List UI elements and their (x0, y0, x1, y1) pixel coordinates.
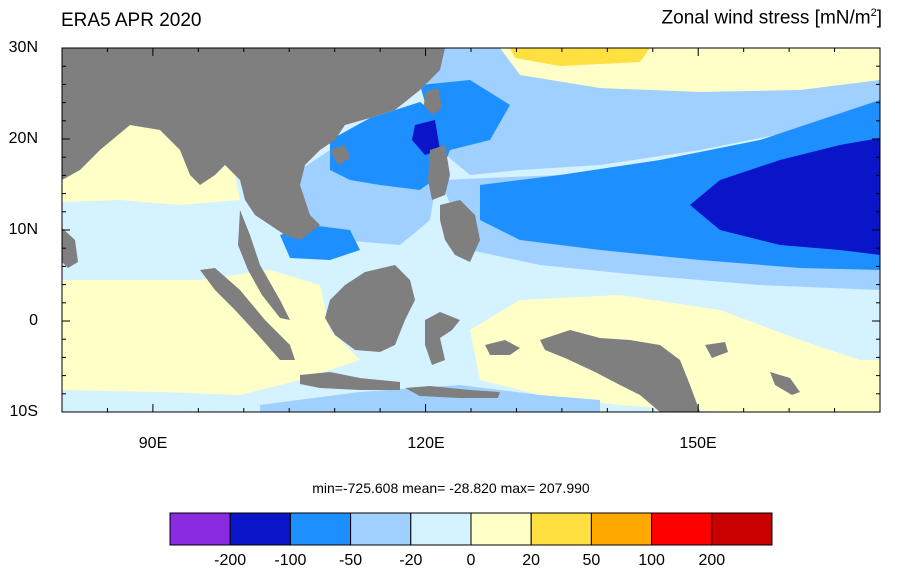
java-island (300, 372, 400, 390)
bismarck-islands (705, 342, 728, 358)
new-guinea-island (540, 330, 700, 412)
colorbar-label: 100 (638, 552, 665, 569)
lesser-sunda-islands (405, 386, 500, 398)
colorbar-swatch (470, 512, 532, 546)
strong-positive-stress-region-north (510, 48, 650, 66)
asia-mainland (62, 48, 445, 240)
lat-label-20n: 20N (8, 130, 38, 147)
colorbar-swatch (530, 512, 592, 546)
taiwan-island (424, 88, 442, 115)
positive-stress-region-south (62, 270, 360, 395)
map-title: ERA5 APR 2020 (61, 10, 202, 31)
lat-label-10n: 10N (8, 221, 38, 238)
colorbar-label: 50 (582, 552, 601, 569)
hainan-island (330, 145, 350, 165)
philippine-islands (440, 200, 480, 262)
lon-label-150e: 150E (679, 435, 717, 452)
colorbar-swatch (350, 512, 412, 546)
borneo-island (325, 265, 415, 352)
colorbar-label: 20 (522, 552, 541, 569)
colorbar-label: 200 (698, 552, 726, 569)
moluccas-islands (485, 340, 520, 355)
malay-peninsula (238, 210, 290, 320)
colorbar-swatch (711, 512, 773, 546)
lat-label-30n: 30N (8, 39, 38, 56)
solomon-islands (770, 372, 800, 395)
lon-label-120e: 120E (407, 435, 445, 452)
axis-ticks (61, 47, 881, 413)
colorbar-swatch (289, 512, 352, 546)
luzon-island (428, 145, 450, 200)
easterly-region-luzon (420, 80, 510, 150)
india-tip (62, 228, 78, 268)
colorbar-swatch (410, 512, 472, 546)
colorbar-label: -20 (399, 552, 423, 569)
lat-label-10s: 10S (9, 403, 38, 420)
colorbar-label: 0 (466, 552, 476, 569)
statistics-line: min=-725.608 mean= -28.820 max= 207.990 (312, 480, 590, 496)
weak-easterly-region-southsouth (260, 385, 600, 412)
sumatra-island (200, 268, 295, 360)
colorbar-swatch (651, 512, 713, 546)
sulawesi-island (425, 312, 460, 365)
colorbar-swatch (229, 512, 291, 546)
strong-easterly-region-pacific (690, 138, 880, 255)
colorbar-swatch (169, 512, 231, 546)
strong-easterly-region-luzon-strait (412, 120, 440, 155)
lat-label-equator: 0 (29, 312, 38, 329)
colorbar-swatch (590, 512, 653, 546)
lon-label-90e: 90E (138, 435, 168, 452)
colorbar-label: -200 (214, 552, 247, 569)
colorbar-label: -50 (339, 552, 363, 569)
variable-title: Zonal wind stress [mN/m2] (661, 7, 882, 29)
colorbar-label: -100 (274, 552, 307, 569)
